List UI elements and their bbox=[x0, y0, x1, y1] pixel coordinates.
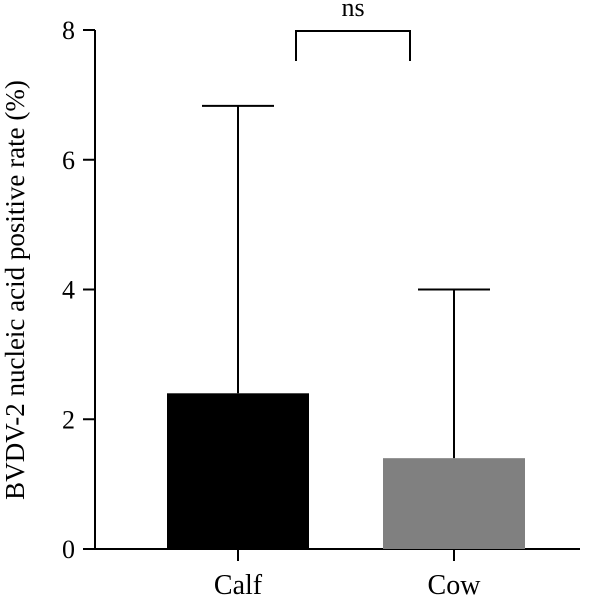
significance-label: ns bbox=[341, 0, 364, 22]
error-bars bbox=[202, 104, 490, 459]
y-axis-title: BVDV-2 nucleic acid positive rate (%) bbox=[0, 80, 30, 500]
y-tick-label: 2 bbox=[62, 405, 75, 434]
bar-cow bbox=[383, 458, 525, 549]
x-ticks: Calf Cow bbox=[214, 549, 481, 601]
y-tick-label: 4 bbox=[62, 276, 75, 305]
y-tick-label: 0 bbox=[62, 535, 75, 564]
bars bbox=[167, 393, 525, 549]
significance-bracket-line bbox=[295, 30, 411, 61]
y-tick-label: 8 bbox=[62, 16, 75, 45]
bar-calf bbox=[167, 393, 309, 549]
y-ticks: 0 2 4 6 8 bbox=[62, 16, 95, 564]
y-tick-label: 6 bbox=[62, 146, 75, 175]
x-tick-label-calf: Calf bbox=[214, 570, 263, 601]
significance-bracket: ns bbox=[295, 0, 411, 61]
x-tick-label-cow: Cow bbox=[428, 570, 482, 601]
